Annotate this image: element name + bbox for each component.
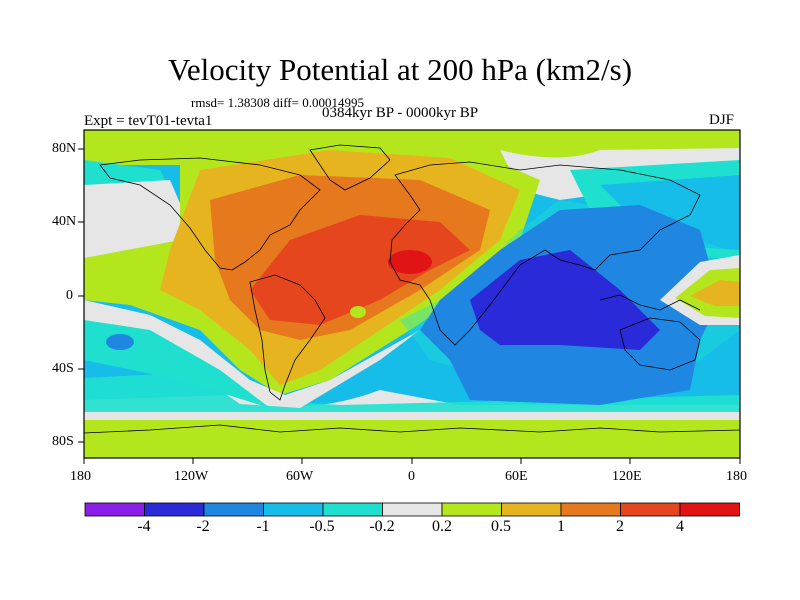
lon-label-60w: 60W (286, 469, 314, 484)
lon-label-60e: 60E (505, 469, 528, 484)
experiment-label: Expt = tevT01-tevta1 (84, 113, 213, 129)
lon-label-180w: 180 (70, 469, 91, 484)
colorbar-label: 2 (616, 518, 624, 535)
colorbar-label: 1 (557, 518, 565, 535)
australia-coast (619, 317, 701, 371)
colorbar-label: -1 (256, 518, 270, 535)
field-small-green-spot (350, 306, 366, 318)
field-positive-peak (388, 250, 432, 274)
colorbar-label: 4 (676, 518, 684, 535)
colorbar-swatch (441, 502, 502, 517)
colorbar-label: -0.2 (369, 518, 395, 535)
colorbar-swatch (263, 502, 324, 517)
lat-label-80s: 80S (52, 434, 74, 449)
field-west-pacific-blue (106, 334, 134, 350)
colorbar-swatch (382, 502, 443, 517)
tick-marks (78, 148, 741, 464)
colorbar-swatch (501, 502, 562, 517)
colorbar-label: -0.5 (309, 518, 335, 535)
field-negative-deep-blue (470, 250, 660, 350)
colorbar-label: 0.5 (491, 518, 511, 535)
colorbar-swatch (203, 502, 264, 517)
lon-label-120w: 120W (174, 469, 209, 484)
lon-label-0: 0 (408, 469, 415, 484)
colorbar-label: 0.2 (432, 518, 452, 535)
eurasia-africa-coast (389, 161, 701, 346)
maritime-continent-coast (599, 294, 701, 311)
colorbar-swatch (620, 502, 681, 517)
colorbar-swatch (560, 502, 621, 517)
colorbar-label: -4 (137, 518, 151, 535)
colorbar-swatch (144, 502, 205, 517)
colorbar-swatch (322, 502, 383, 517)
chart-title: Velocity Potential at 200 hPa (km2/s) (167, 52, 633, 87)
field-positive-red-orange (250, 215, 470, 325)
lat-label-40n: 40N (52, 214, 77, 229)
period-label: 0384kyr BP - 0000kyr BP (322, 105, 479, 121)
stats-text: rmsd= 1.38308 diff= 0.00014995 (191, 95, 364, 110)
colorbar (84, 502, 740, 517)
lon-label-120e: 120E (612, 469, 642, 484)
lon-label-180e: 180 (726, 469, 747, 484)
antarctica-coast (84, 424, 740, 434)
coastlines (84, 144, 740, 434)
greenland-coast (309, 144, 391, 191)
lat-label-80n: 80N (52, 141, 77, 156)
field-arctic-grey (84, 180, 200, 262)
field-positive-grey (84, 300, 420, 408)
south-america-coast (249, 274, 326, 401)
north-america-coast (99, 157, 321, 271)
contour-field (84, 130, 740, 458)
field-east-blue (600, 175, 740, 250)
colorbar-swatch (679, 502, 740, 517)
colorbar-label: -2 (196, 518, 210, 535)
season-label: DJF (709, 112, 735, 128)
field-east-pacific-orange (690, 280, 740, 306)
colorbar-swatch (84, 502, 145, 517)
lat-label-0: 0 (66, 288, 73, 303)
lat-label-40s: 40S (52, 361, 74, 376)
